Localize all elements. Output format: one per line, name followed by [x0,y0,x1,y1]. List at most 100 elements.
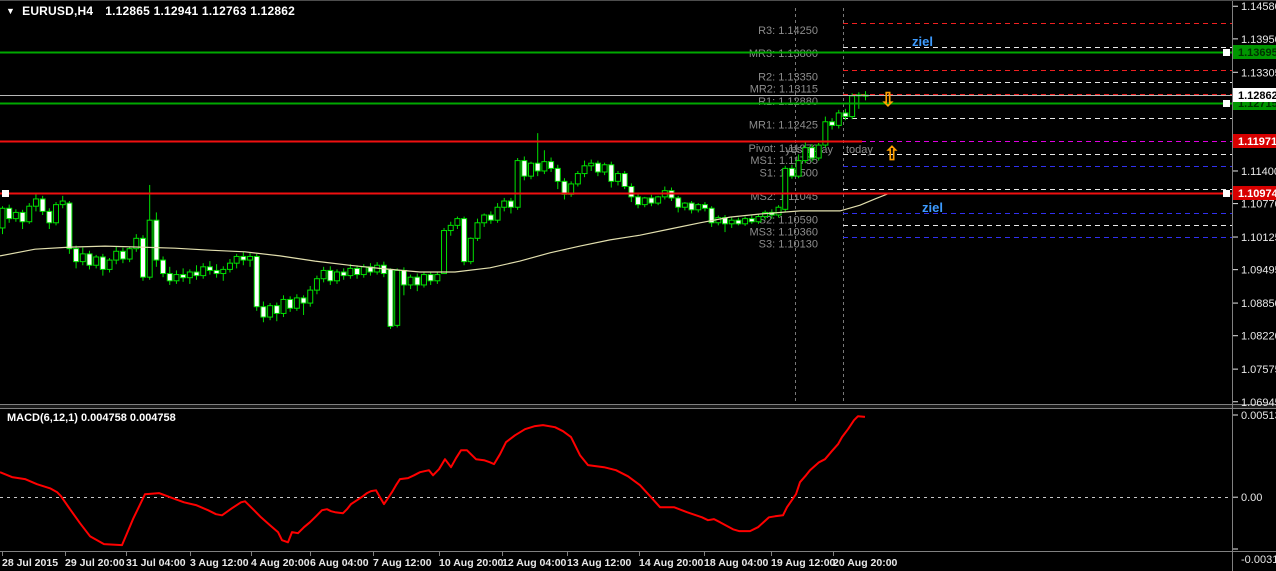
candle-bull [574,173,581,185]
candle-bull [755,216,762,223]
price-tick-label: 1.10125 [1241,232,1276,244]
candle-bear [66,202,73,250]
candle-bull [267,305,274,318]
candle-bull [815,144,822,159]
candle-bear [153,219,160,261]
symbol-dropdown-icon[interactable]: ▼ [6,6,16,16]
time-tick-label[interactable]: 29 Jul 20:00 [65,557,125,569]
candle-bull [220,268,227,275]
candle-bull [113,250,120,261]
macd-tick-label: -0.003159 [1241,554,1276,566]
candle-bull [728,219,735,225]
candle-bull [835,112,842,126]
time-tick-label[interactable]: 6 Aug 04:00 [310,557,369,569]
target-label-ziel[interactable]: ziel [912,34,933,49]
candle-bull [822,121,829,146]
candle-bull [186,271,193,279]
candle-bull [655,196,662,204]
trendline-endpoint-handle[interactable] [2,190,9,197]
candle-bear [119,250,126,260]
candle-bull [441,230,448,275]
trendline-endpoint-handle[interactable] [1223,100,1230,107]
time-tick-label[interactable]: 4 Aug 20:00 [251,557,310,569]
trendline-endpoint-handle[interactable] [1223,190,1230,197]
candle-bear [206,266,213,271]
time-tick-label[interactable]: 3 Aug 12:00 [190,557,249,569]
candle-bear [735,219,742,225]
candle-bear [507,200,514,208]
candle-bull [641,197,648,206]
price-tick-label: 1.13305 [1241,67,1276,79]
arrow-down-icon[interactable]: ⇩ [880,90,896,111]
arrow-up-icon[interactable]: ⇧ [884,144,900,165]
candle-bear [534,162,541,172]
time-tick-label[interactable]: 12 Aug 04:00 [502,557,567,569]
candle-bear [829,121,836,126]
candle-bull [12,211,19,220]
candle-bull [280,298,287,314]
pane-separator[interactable] [0,404,1276,409]
time-tick-label[interactable]: 31 Jul 04:00 [126,557,186,569]
candle-bull [782,167,789,210]
candle-bear [400,269,407,286]
time-tick-label[interactable]: 18 Aug 04:00 [704,557,769,569]
candle-bull [407,276,414,286]
candle-bull [501,200,508,208]
candle-bull [849,95,856,118]
price-tick-label: 1.11400 [1241,166,1276,178]
candle-bear [287,298,294,309]
time-tick-label[interactable]: 10 Aug 20:00 [439,557,504,569]
candle-bear [788,167,795,177]
candle-bear [608,164,615,182]
candle-bear [6,207,13,220]
candle-bull [474,222,481,239]
candle-bear [621,173,628,188]
candle-bull [795,160,802,177]
target-label-ziel[interactable]: ziel [922,200,943,215]
candle-bear [748,218,755,223]
chart-title-bar: ▼ EURUSD,H4 1.12865 1.12941 1.12763 1.1286… [6,4,295,18]
time-tick-label[interactable]: 20 Aug 20:00 [833,557,898,569]
pivot-label: MR3: 1.13800 [749,48,818,60]
candle-bear [139,237,146,278]
candle-bear [300,297,307,304]
candle-bear [253,255,260,308]
candle-bull [494,206,501,221]
candle-bear [675,197,682,208]
candle-bull [93,256,100,266]
candle-bear [213,269,220,275]
candle-bear [39,198,46,212]
candle-bear [273,305,280,314]
time-tick-label[interactable]: 13 Aug 12:00 [567,557,632,569]
time-tick-label[interactable]: 19 Aug 12:00 [771,557,836,569]
time-tick-label[interactable]: 28 Jul 2015 [2,557,58,569]
candle-bear [414,276,421,286]
candle-bear [594,162,601,173]
candle-bull [26,205,33,223]
pivot-label: Pivot: 1.11970 [748,143,818,155]
candle-bull [454,218,461,226]
candle-bear [327,269,334,282]
candle-bull [695,204,702,211]
price-tick-label: 1.10770 [1241,199,1276,211]
candle-bull [514,160,521,208]
candle-bear [808,147,815,159]
time-tick-label[interactable]: 14 Aug 20:00 [639,557,704,569]
candle-bull [762,211,769,218]
price-tick-label: 1.14580 [1241,1,1276,13]
candle-bull [347,267,354,277]
time-tick-label[interactable]: 7 Aug 12:00 [373,557,432,569]
candle-bear [688,202,695,211]
candle-bull [200,266,207,277]
price-badge-text: 1.10974 [1238,188,1276,200]
candle-bear [354,267,361,276]
candle-bull [601,164,608,173]
candle-bear [521,160,528,177]
trendline-endpoint-handle[interactable] [1223,49,1230,56]
current-price-badge [1233,88,1276,102]
candle-bull [79,253,86,263]
candle-bull [447,224,454,232]
candle-bull [226,262,233,270]
